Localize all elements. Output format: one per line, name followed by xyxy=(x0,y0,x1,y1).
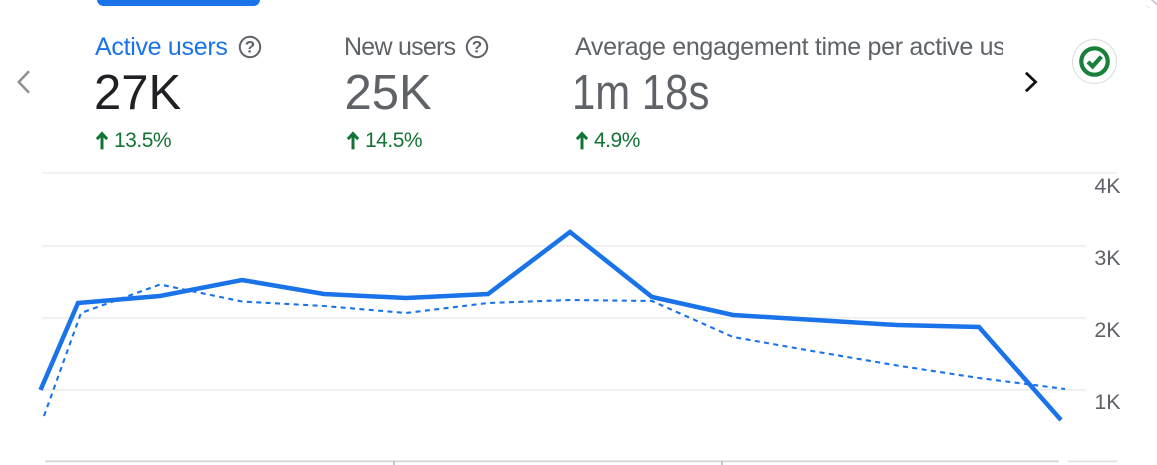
svg-text:?: ? xyxy=(472,37,482,56)
svg-text:4K: 4K xyxy=(1094,174,1121,198)
svg-text:1K: 1K xyxy=(1094,390,1121,414)
svg-text:2K: 2K xyxy=(1094,318,1121,342)
svg-text:3K: 3K xyxy=(1094,246,1121,270)
svg-text:?: ? xyxy=(245,37,255,56)
